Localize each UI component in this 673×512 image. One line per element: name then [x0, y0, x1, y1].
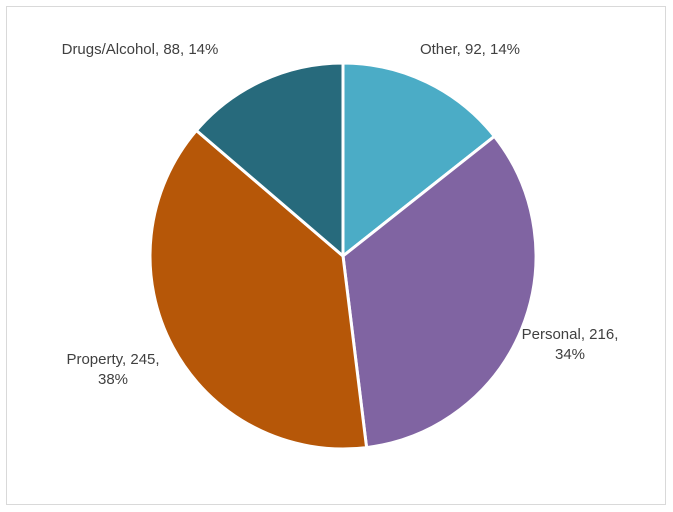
data-label: Other, 92, 14%: [419, 41, 521, 58]
pie-slice: [341, 61, 496, 258]
chart-frame: [6, 6, 666, 505]
data-label: Drugs/Alcohol, 88, 14%: [61, 41, 219, 58]
data-label: Personal, 216, 34%: [521, 326, 619, 363]
pie-slice: [148, 128, 369, 451]
data-label: Property, 245, 38%: [66, 351, 160, 388]
pie-slice: [341, 134, 538, 450]
pie-slice: [194, 61, 345, 258]
